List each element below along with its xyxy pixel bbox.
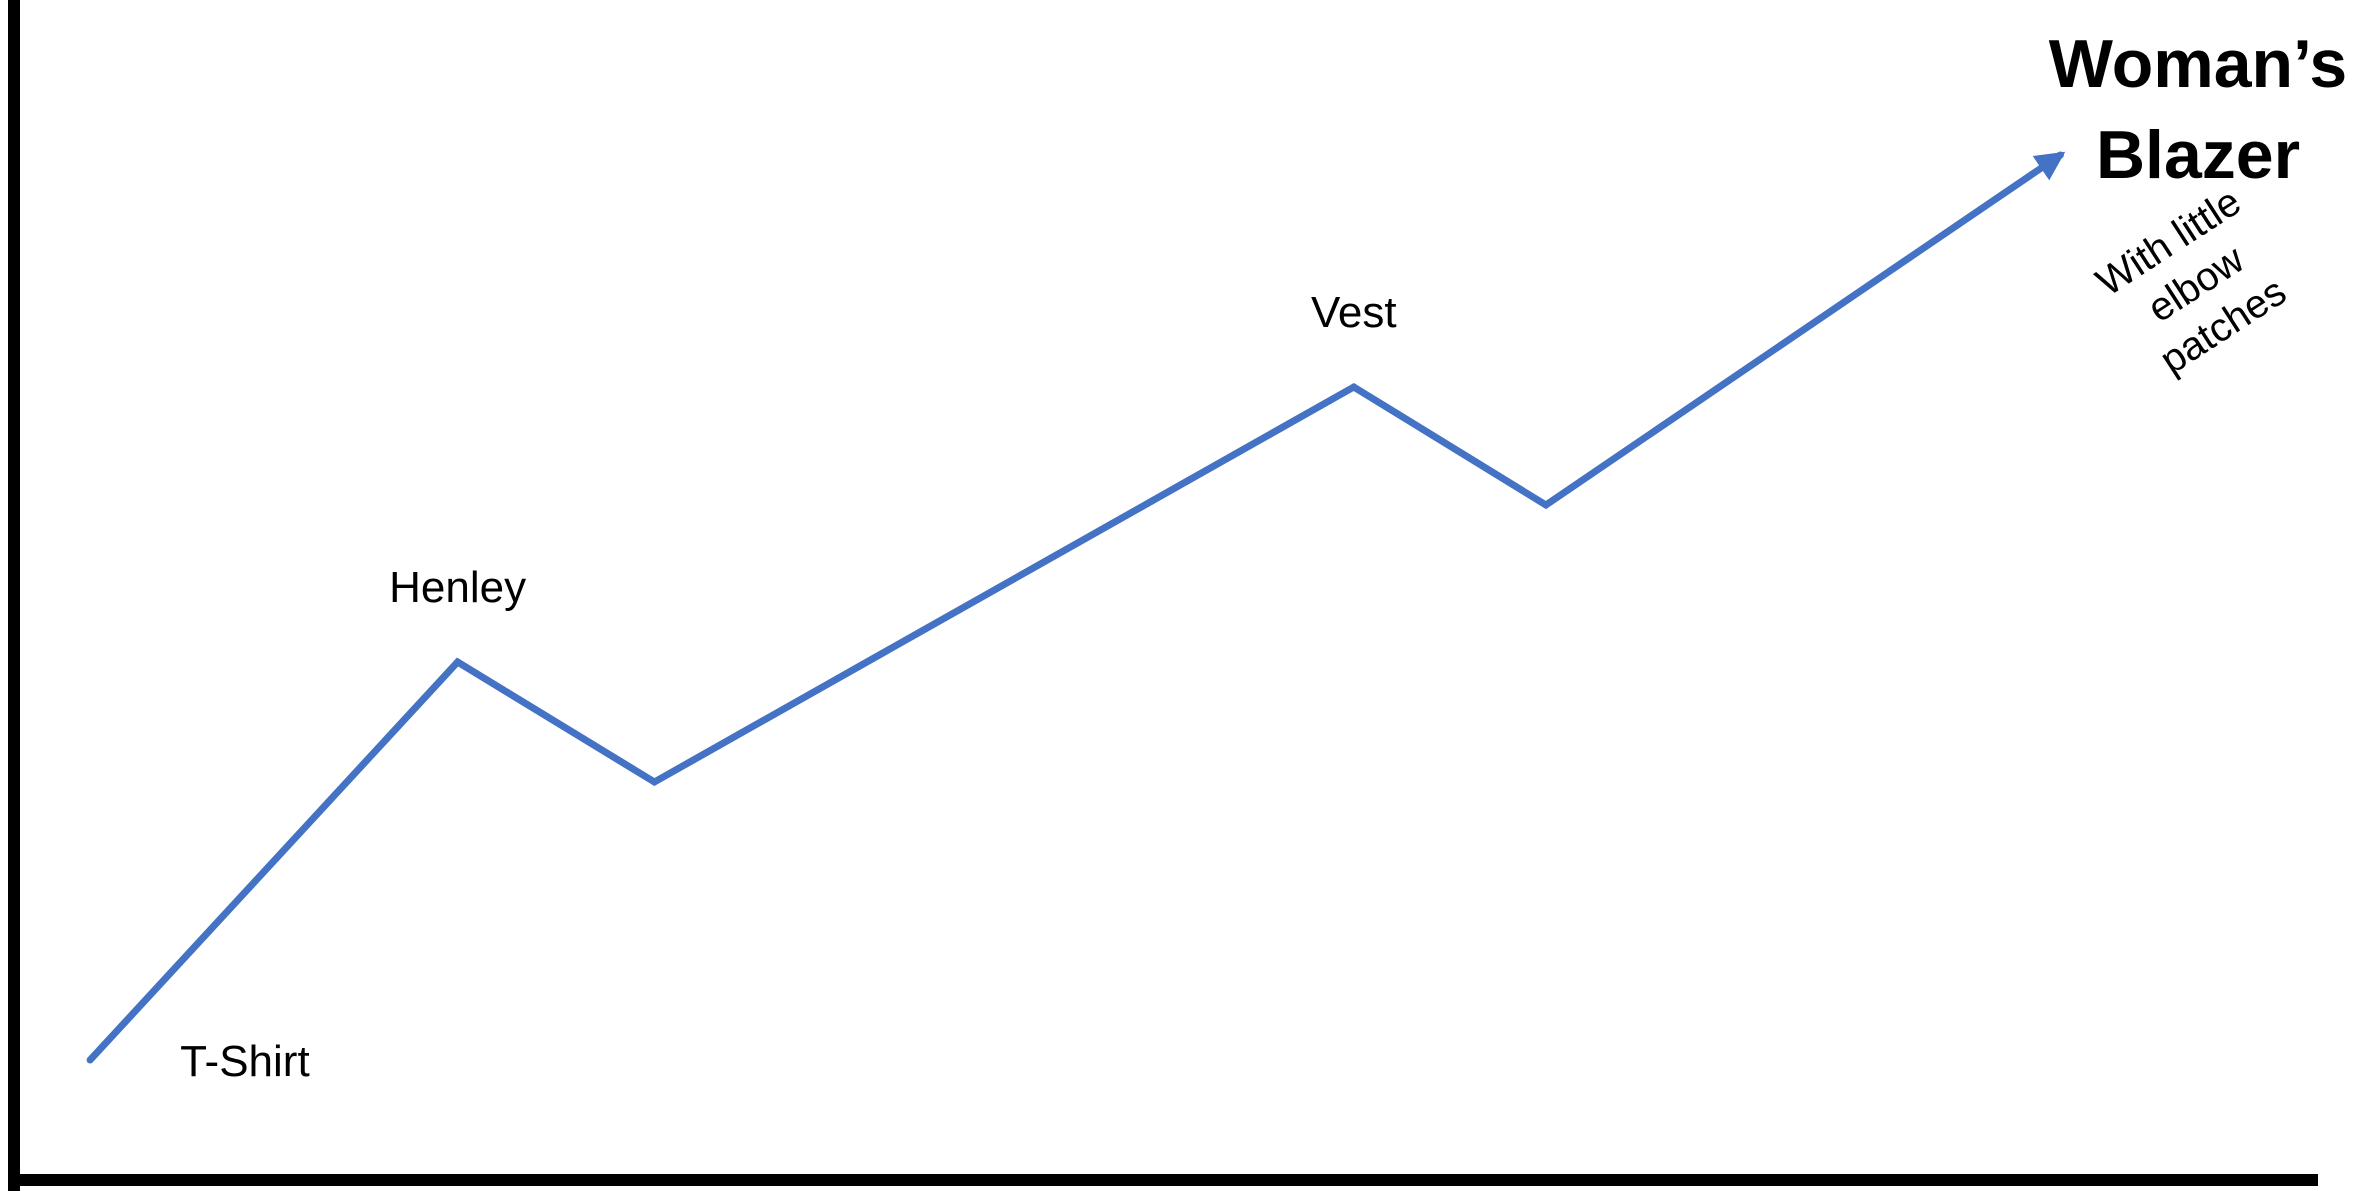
- series-point-0-0: [86, 1056, 94, 1064]
- series-point-0-2: [650, 778, 658, 786]
- end-annotation: Woman’s Blazer With little elbow patches: [2049, 26, 2348, 383]
- point-label-layer: T-Shirt Henley Vest: [180, 288, 1397, 1086]
- series-point-0-3: [1350, 383, 1358, 391]
- series-point-0-5: [2056, 151, 2064, 159]
- series-layer: [86, 151, 2066, 1064]
- end-note: With little elbow patches: [2089, 180, 2294, 383]
- point-label-henley: Henley: [389, 563, 526, 612]
- point-label-t-shirt: T-Shirt: [180, 1037, 310, 1086]
- end-title-line-1: Woman’s: [2049, 26, 2348, 102]
- series-point-0-1: [454, 658, 462, 666]
- end-title-line-2: Blazer: [2096, 117, 2300, 193]
- series-line-0: [87, 151, 2066, 1063]
- series-point-0-4: [1542, 501, 1550, 509]
- point-label-vest: Vest: [1311, 288, 1397, 337]
